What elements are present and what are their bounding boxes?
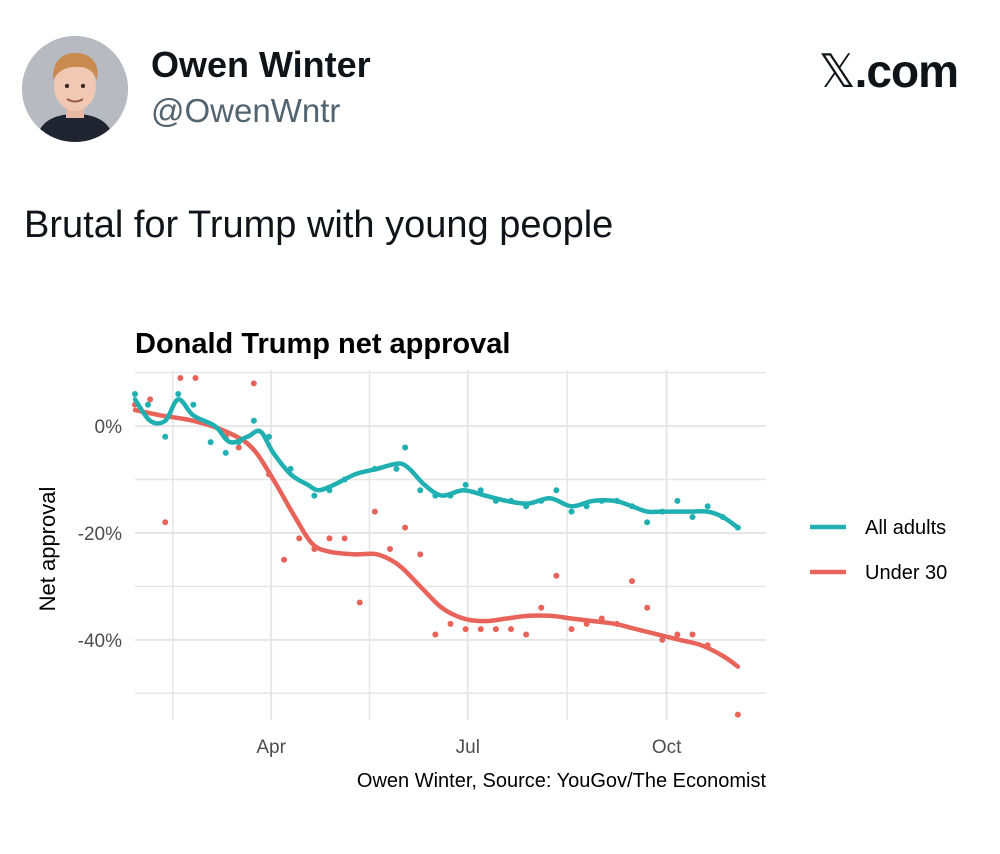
author-avatar[interactable] [22,36,128,142]
legend-label: Under 30 [865,562,947,584]
tweet-text: Brutal for Trump with young people [24,204,614,246]
series-layer [132,375,741,718]
all-adults-point [644,519,651,526]
all-adults-point [250,417,257,424]
under-30-point [492,626,499,633]
all-adults-point [190,401,197,408]
under-30-point [689,631,696,638]
x-tick-label: Oct [652,737,682,758]
x-brand-logo: 𝕏.com [818,44,959,98]
all-adults-point [462,481,469,488]
under-30-point [402,524,409,531]
all-adults-point [207,439,214,446]
chart-legend: All adults Under 30 [810,517,947,584]
under-30-point [674,631,681,638]
under-30-point [734,711,741,718]
x-tick-label: Jul [456,737,480,758]
under-30-point [659,636,666,643]
under-30-point [553,572,560,579]
under-30-point [235,444,242,451]
under-30-point [629,578,636,585]
under-30-point [508,626,515,633]
all-adults-point [311,492,318,499]
all-adults-point [674,497,681,504]
net-approval-chart: Donald Trump net approval 0% -20% -40% Apr… [35,328,947,792]
under-30-point [447,620,454,627]
y-tick-label: -40% [78,631,122,652]
all-adults-point [162,433,169,440]
y-tick-labels: 0% -20% -40% [78,417,122,652]
legend-label: All adults [865,517,946,539]
y-axis-label: Net approval [35,487,60,612]
all-adults-point [553,487,560,494]
all-adults-point [402,444,409,451]
under-30-point [177,375,184,382]
chart-grid [135,370,766,720]
author-name[interactable]: Owen Winter [151,44,371,85]
y-tick-label: 0% [95,417,123,438]
under-30-point [147,396,154,403]
chart-caption: Owen Winter, Source: YouGov/The Economis… [357,770,767,792]
all-adults-point [417,487,424,494]
under-30-point [162,519,169,526]
all-adults-point [689,513,696,520]
chart-image[interactable]: Donald Trump net approval 0% -20% -40% Apr… [0,300,1000,820]
under-30-point [371,508,378,515]
all-adults-point [704,503,711,510]
all-adults-point [175,391,182,398]
x-logo-icon: 𝕏 [818,44,856,98]
brand-domain: .com [854,45,959,97]
all-adults-point [132,391,138,398]
all-adults-point [568,508,575,515]
all-adults-trend-line [132,397,741,530]
under-30-point [538,604,545,611]
under-30-point [432,631,439,638]
under-30-point [417,551,424,558]
under-30-point [192,375,199,382]
under-30-point [462,626,469,633]
under-30-point [281,556,288,563]
all-adults-point [222,449,229,456]
under-30-point [523,631,530,638]
brand-text: 𝕏.com [818,44,959,98]
under-30-point [341,535,348,542]
under-30-point [326,535,333,542]
x-tick-label: Apr [256,737,286,758]
under-30-point [356,599,363,606]
under-30-trend-line [132,407,741,669]
under-30-point [296,535,303,542]
chart-title: Donald Trump net approval [135,328,510,360]
all-adults-point [393,465,400,472]
y-tick-label: -20% [78,524,122,545]
x-tick-labels: Apr Jul Oct [256,737,682,758]
under-30-point [568,626,575,633]
under-30-point [477,626,484,633]
under-30-point [386,546,393,553]
avatar-image [22,36,128,142]
under-30-point [250,380,257,387]
all-adults-point [144,401,151,408]
author-handle[interactable]: @OwenWntr [151,92,341,129]
under-30-point [644,604,651,611]
